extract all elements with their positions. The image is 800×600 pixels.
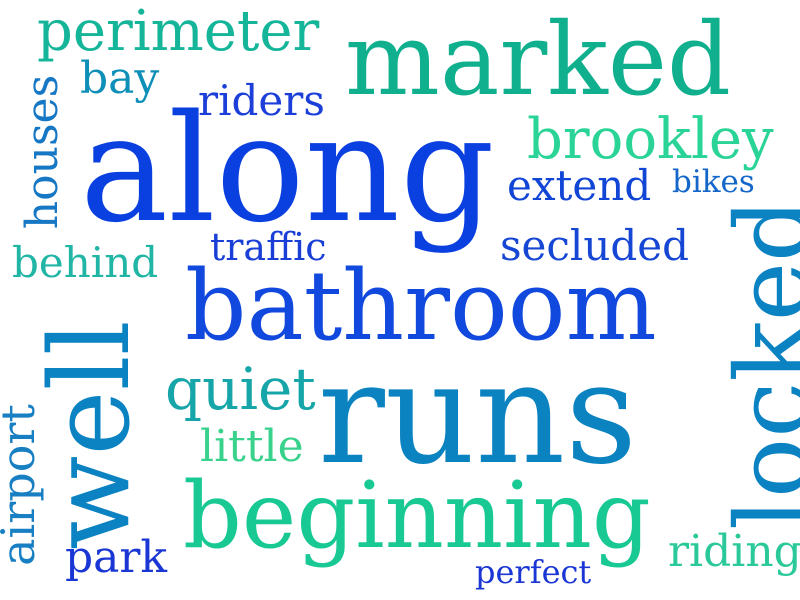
word-runs: runs [318, 333, 638, 496]
word-park: park [65, 532, 168, 583]
word-secluded: secluded [500, 221, 690, 270]
word-bathroom: bathroom [185, 250, 657, 362]
word-perimeter: perimeter [37, 0, 320, 64]
word-quiet: quiet [165, 355, 316, 423]
word-locked: locked [713, 198, 800, 530]
word-little: little [200, 421, 304, 472]
word-houses: houses [17, 74, 69, 230]
word-brookley: brookley [527, 107, 774, 172]
word-behind: behind [12, 238, 159, 287]
word-extend: extend [507, 161, 652, 210]
word-marked: marked [345, 1, 732, 118]
word-along: along [80, 83, 495, 255]
word-bikes: bikes [672, 164, 755, 200]
word-riding: riding [668, 526, 800, 577]
word-bay: bay [80, 53, 160, 104]
word-beginning: beginning [183, 462, 651, 569]
word-traffic: traffic [210, 225, 327, 269]
word-well: well [25, 320, 154, 550]
word-airport: airport [0, 404, 45, 566]
word-perfect: perfect [475, 553, 592, 591]
word-riders: riders [198, 76, 325, 125]
